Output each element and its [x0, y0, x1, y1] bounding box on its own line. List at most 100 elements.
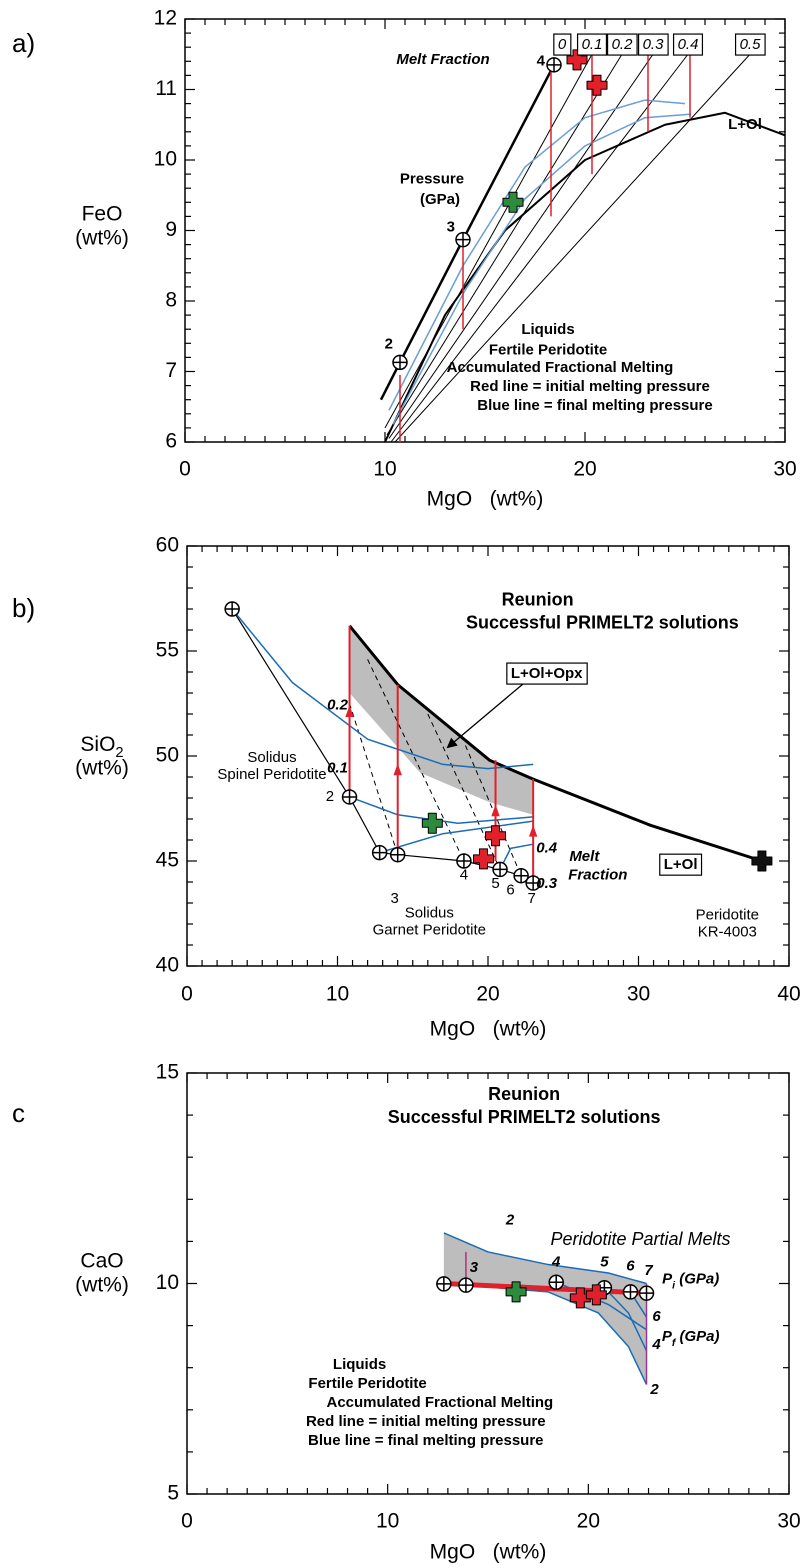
y-tick-label: 8 [165, 289, 177, 312]
annotation-main: P [662, 1328, 673, 1345]
curve [379, 64, 556, 401]
annotation: 7 [644, 1262, 653, 1279]
arrowhead [393, 763, 402, 776]
label-box [606, 33, 638, 56]
annotation: L+Ol [728, 116, 762, 133]
x-tick-label: 40 [777, 983, 800, 1006]
annotation-main: 7 [527, 890, 535, 907]
circle-cross-marker [513, 867, 529, 884]
annotation: Pi (GPa) [662, 1270, 719, 1291]
y-axis-label-sub: 2 [115, 745, 123, 761]
annotation-main: 4 [651, 1336, 661, 1353]
y-tick-label: 9 [165, 218, 177, 241]
annotation-main: Red line = initial melting pressure [306, 1413, 546, 1430]
annotation-tail: (GPa) [675, 1270, 719, 1287]
annotation: 4 [551, 1253, 561, 1270]
curve [348, 624, 763, 863]
y-axis-label: CaO [80, 1250, 123, 1273]
label-box [506, 662, 588, 685]
curve [464, 745, 522, 876]
annotation-main: 2 [385, 336, 393, 353]
annotation-main: Liquids [333, 1356, 386, 1373]
annotation: Garnet Peridotite [373, 921, 486, 938]
label-box [637, 33, 669, 56]
annotation: Successful PRIMELT2 solutions [388, 1107, 661, 1127]
annotation-main: 2 [649, 1381, 659, 1398]
annotation: 4 [537, 52, 546, 69]
y-axis-label: (wt%) [75, 757, 129, 780]
circle-cross-marker [436, 1276, 452, 1292]
annotation: Red line = initial melting pressure [470, 378, 710, 395]
arrowhead [491, 804, 500, 817]
annotation: 6 [626, 1258, 635, 1275]
annotation: Reunion [488, 1084, 560, 1104]
curve [388, 99, 686, 411]
annotation: 2 [326, 788, 334, 805]
panel-label: b) [12, 593, 35, 623]
y-tick-label: 15 [156, 1061, 179, 1084]
annotation-main: 0.2 [612, 36, 634, 53]
annotation: 4 [460, 867, 468, 884]
annotation-main: Fertile Peridotite [308, 1375, 426, 1392]
curve [384, 54, 593, 429]
arrowhead [345, 705, 354, 717]
annotation-main: Successful PRIMELT2 solutions [388, 1107, 661, 1127]
y-tick-label: 45 [156, 849, 179, 872]
annotation: Pf (GPa) [662, 1328, 720, 1349]
y-tick-label: 10 [154, 148, 177, 171]
circle-cross-marker [224, 601, 240, 617]
annotation-main: Reunion [502, 589, 574, 609]
annotation: L+Ol+Opx [511, 665, 583, 682]
annotation-main: L+Ol [664, 856, 698, 873]
annotation-main: Spinel Peridotite [217, 766, 326, 783]
annotation-sub: f [672, 1337, 677, 1349]
annotation: Fraction [568, 867, 627, 884]
annotation: Fertile Peridotite [489, 341, 607, 358]
annotation-main: Reunion [488, 1084, 560, 1104]
circle-cross-marker [546, 57, 562, 73]
label-box [659, 853, 703, 876]
x-tick-label: 10 [373, 458, 396, 481]
y-tick-label: 50 [156, 744, 179, 767]
annotation-main: Blue line = final melting pressure [308, 1432, 543, 1449]
pointer-arrow [446, 683, 524, 749]
annotation-main: Red line = initial melting pressure [470, 378, 710, 395]
annotation: Blue line = final melting pressure [477, 397, 712, 414]
annotation-main: Pressure [400, 171, 464, 188]
annotation: 7 [527, 890, 535, 907]
curve [384, 111, 786, 443]
x-tick-label: 0 [181, 983, 193, 1006]
annotation: Successful PRIMELT2 solutions [466, 612, 739, 632]
annotation-main: 4 [460, 867, 468, 884]
x-tick-label: 20 [573, 458, 596, 481]
y-tick-label: 10 [156, 1271, 179, 1294]
annotation: 0.1 [582, 36, 603, 53]
circle-cross-marker [456, 853, 472, 869]
y-tick-label: 7 [165, 359, 177, 382]
y-tick-label: 60 [156, 534, 179, 557]
y-axis-label-main: SiO [80, 733, 115, 756]
star-marker [569, 1287, 591, 1309]
x-tick-label: 10 [326, 983, 349, 1006]
circle-cross-marker [525, 875, 541, 891]
star-marker [485, 825, 507, 847]
curve [603, 1287, 648, 1352]
y-axis-label: SiO2 [80, 733, 123, 761]
panel-label: c [12, 1098, 25, 1128]
annotation-main: Liquids [521, 321, 574, 338]
annotation: 0.5 [740, 36, 762, 53]
annotation-main: Accumulated Fractional Melting [326, 1394, 553, 1411]
annotation: Solidus [405, 904, 454, 921]
circle-cross-marker [341, 789, 358, 805]
star-marker [421, 812, 443, 834]
label-box [576, 33, 608, 56]
label-box [553, 33, 572, 56]
annotation-main: KR-4003 [698, 923, 757, 940]
circle-cross-marker [458, 1277, 474, 1293]
annotation: Liquids [521, 321, 574, 338]
circle-cross-marker [548, 1274, 564, 1290]
annotation-main: Garnet Peridotite [373, 921, 486, 938]
annotation: 6 [652, 1308, 661, 1325]
annotation-main: Peridotite [696, 907, 759, 924]
y-axis-label: (wt%) [75, 227, 129, 250]
